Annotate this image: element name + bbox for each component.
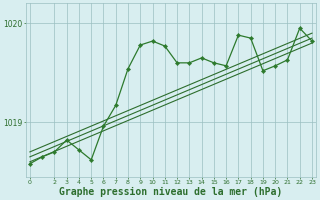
X-axis label: Graphe pression niveau de la mer (hPa): Graphe pression niveau de la mer (hPa) [59, 186, 283, 197]
